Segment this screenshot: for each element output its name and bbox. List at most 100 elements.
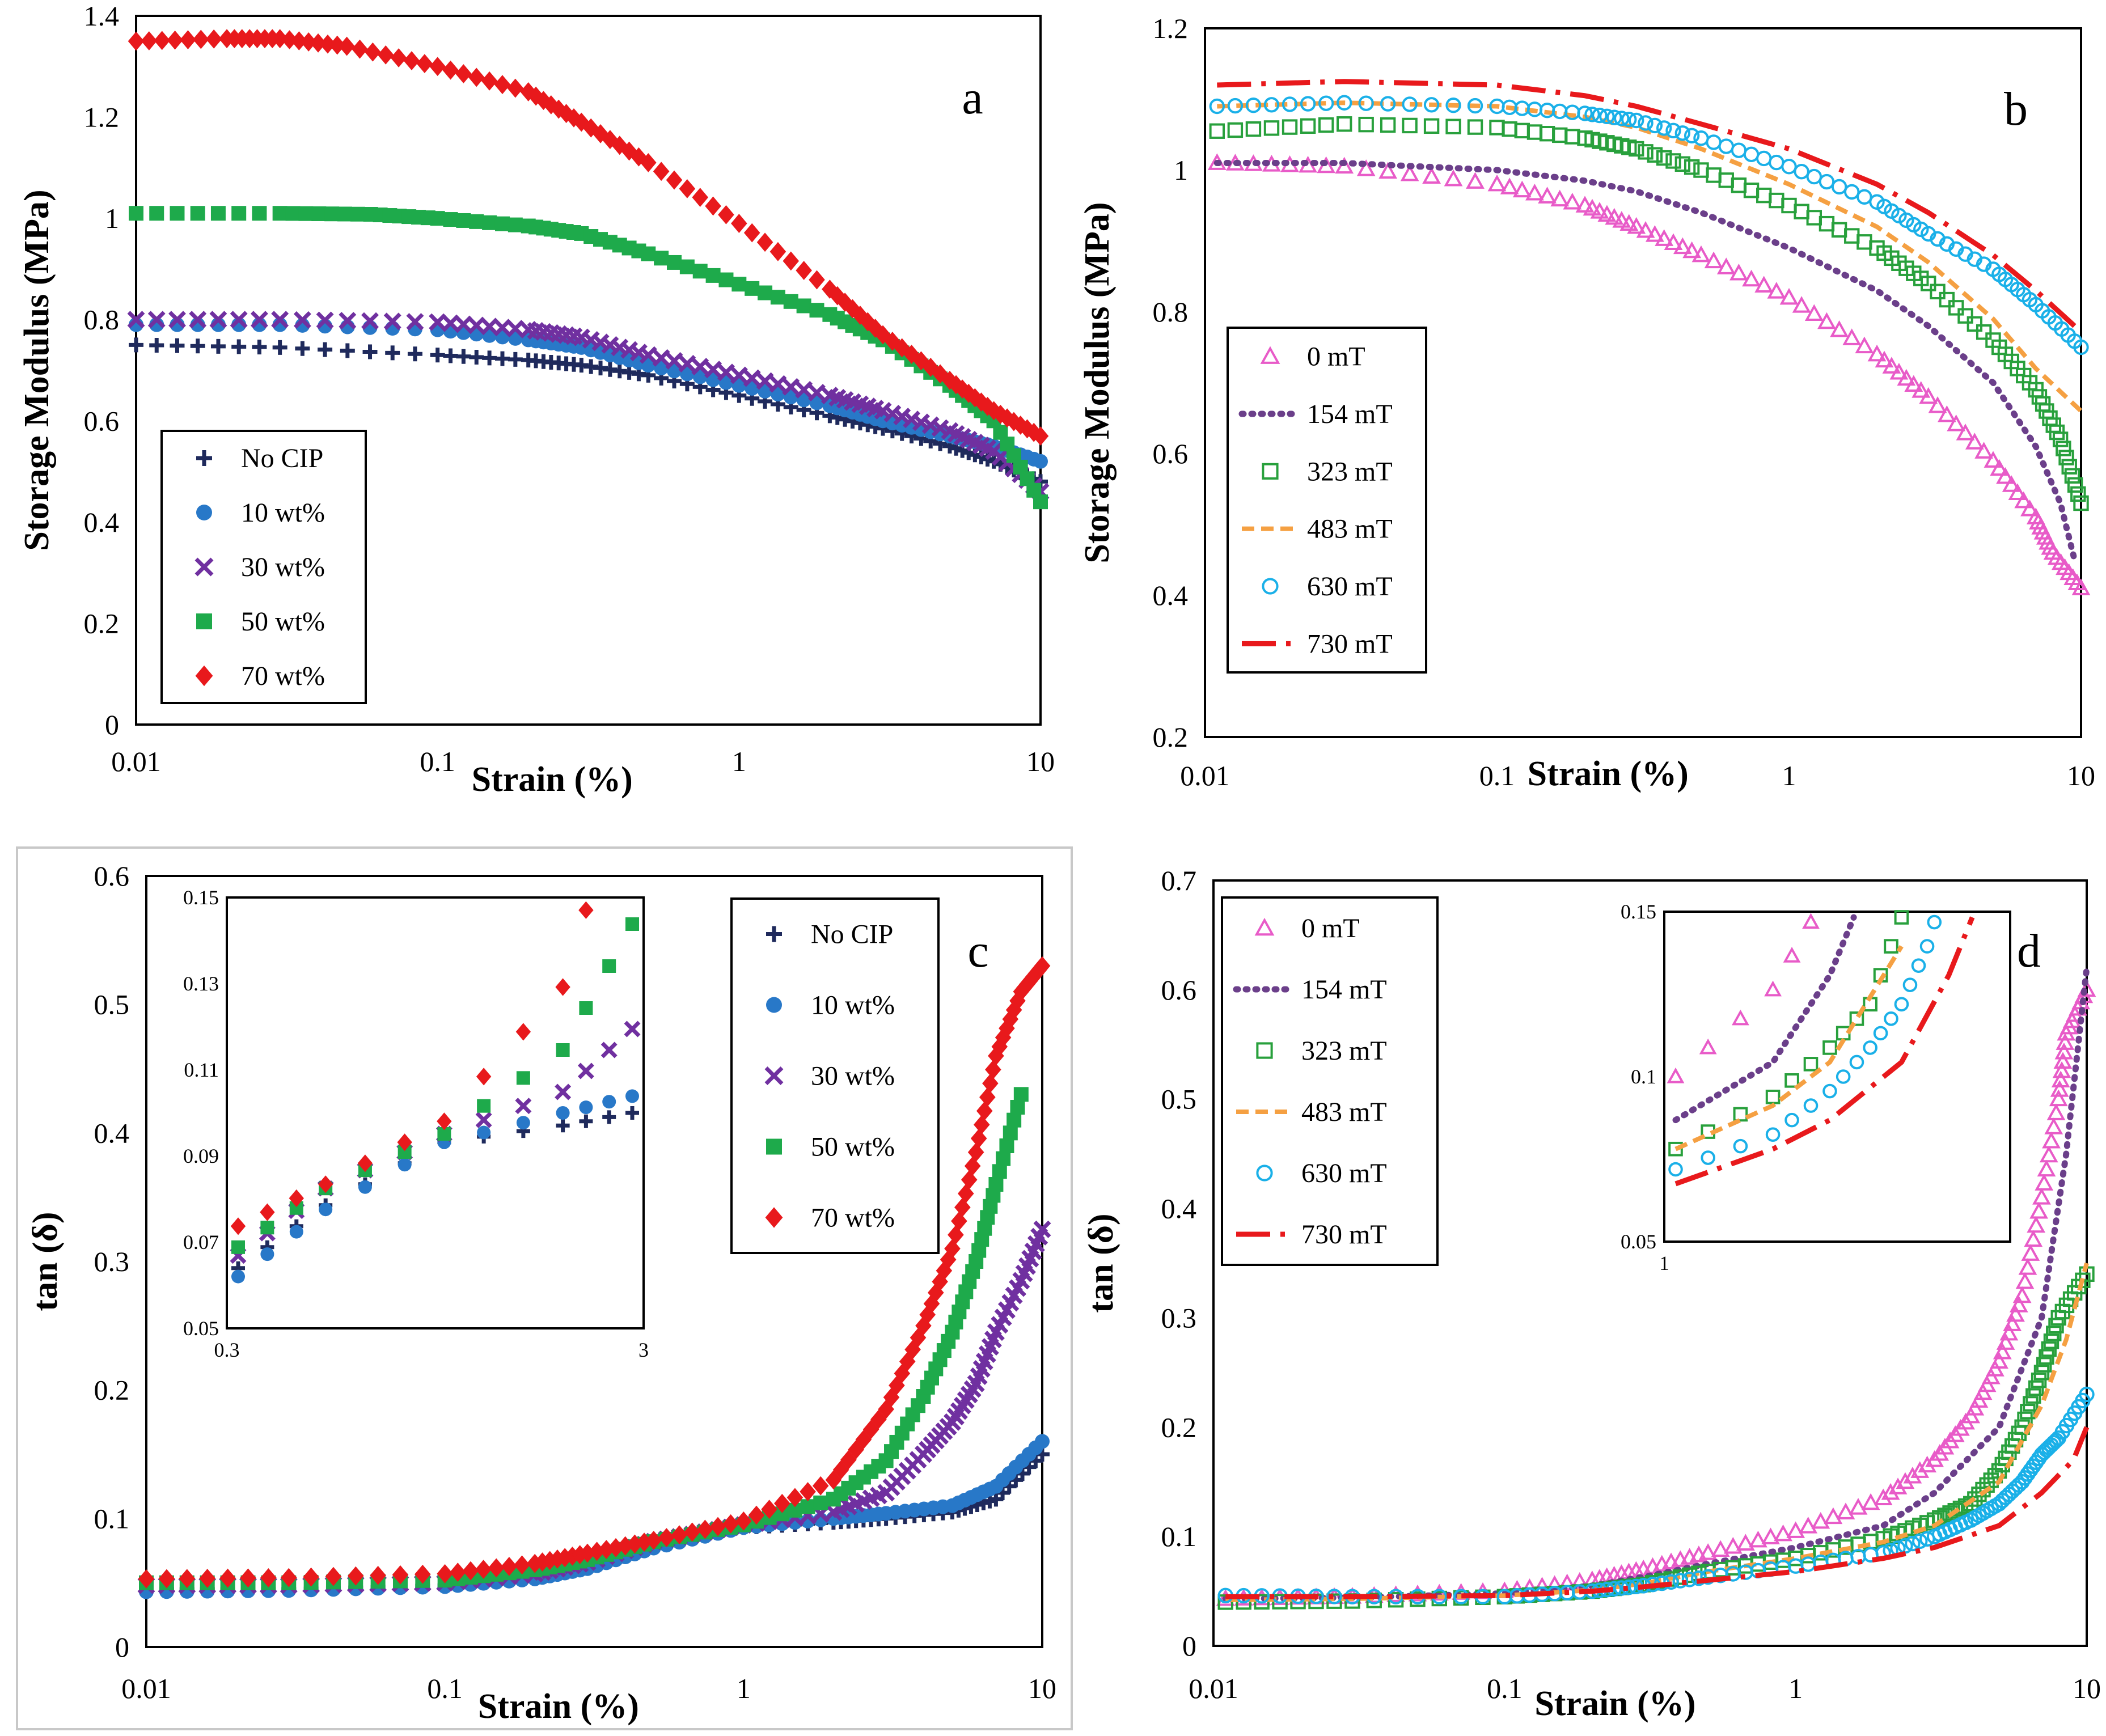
- data-point: [800, 1482, 816, 1501]
- data-point: [1227, 122, 1244, 138]
- data-point: [319, 34, 336, 54]
- data-point: [260, 1247, 274, 1261]
- data-point: [2033, 1365, 2050, 1381]
- data-point: [1402, 96, 1418, 112]
- data-point: [508, 352, 523, 367]
- data-point: [1733, 1138, 1748, 1154]
- data-point: [1034, 956, 1051, 976]
- data-point: [2018, 1258, 2037, 1275]
- data-point: [1592, 107, 1608, 124]
- legend: 0 mT 154 mT 323 mT 483 mT 630 mT 730 mT: [1221, 896, 1439, 1266]
- series-group: [137, 956, 1051, 1599]
- data-point: [1822, 1083, 1837, 1099]
- data-point: [1894, 997, 1909, 1012]
- data-point: [985, 1060, 1001, 1079]
- data-point: [1974, 442, 1994, 459]
- data-point: [141, 31, 158, 50]
- data-point: [1263, 97, 1280, 113]
- data-point: [556, 1106, 570, 1120]
- data-point: [1698, 1543, 1718, 1560]
- data-point: [1300, 96, 1316, 112]
- data-point: [1764, 980, 1782, 997]
- data-point: [1656, 120, 1672, 136]
- legend-box: [730, 897, 940, 1254]
- data-point: [1656, 150, 1672, 166]
- data-point: [311, 206, 327, 221]
- y-tick-label: 0.6: [1161, 974, 1197, 1006]
- series-line: [1217, 100, 2083, 413]
- data-point: [555, 1083, 572, 1100]
- data-point: [285, 206, 301, 221]
- data-point: [1667, 1067, 1685, 1083]
- data-point: [2056, 1033, 2075, 1050]
- panel-letter: d: [2017, 925, 2041, 977]
- data-point: [260, 1221, 274, 1235]
- data-point: [809, 270, 825, 290]
- data-point: [641, 246, 656, 261]
- data-point: [300, 32, 317, 52]
- series-line: [1672, 914, 1857, 1124]
- data-point: [295, 341, 310, 356]
- data-point: [1256, 1165, 1273, 1182]
- data-point: [783, 251, 800, 271]
- x-tick-label: 10: [1026, 746, 1055, 777]
- data-point: [476, 1068, 492, 1086]
- data-point: [325, 1566, 342, 1586]
- data-point: [592, 124, 609, 143]
- data-point: [514, 1555, 530, 1575]
- legend-label: 70 wt%: [241, 661, 325, 691]
- y-tick-label: 0.1: [1161, 1521, 1197, 1552]
- x-tick-label: 0.01: [111, 746, 161, 777]
- data-point: [430, 348, 445, 363]
- data-point: [2014, 491, 2033, 509]
- data-point: [1691, 245, 1711, 262]
- legend-label: 30 wt%: [811, 1061, 895, 1091]
- data-point: [2008, 483, 2027, 501]
- inset-x-tick-label: 0.3: [214, 1339, 240, 1361]
- data-point: [999, 1138, 1014, 1153]
- data-point: [475, 1111, 492, 1128]
- data-point: [189, 311, 207, 329]
- legend-label: No CIP: [241, 443, 323, 473]
- data-point: [442, 60, 459, 80]
- data-point: [1811, 1511, 1830, 1529]
- data-point: [1742, 269, 1761, 287]
- data-point: [1629, 141, 1644, 157]
- data-point: [127, 311, 145, 329]
- inset-y-tick-label: 0.15: [183, 886, 219, 909]
- data-point: [507, 78, 524, 98]
- data-point: [1971, 1487, 1987, 1502]
- data-point: [403, 51, 420, 70]
- data-point: [281, 30, 298, 49]
- data-point: [2028, 1380, 2044, 1396]
- data-point: [1699, 1038, 1717, 1055]
- data-point: [808, 384, 826, 402]
- data-point: [1664, 233, 1683, 250]
- data-point: [2079, 1386, 2095, 1403]
- data-point: [1013, 1087, 1029, 1102]
- data-point: [795, 380, 813, 399]
- data-point: [1260, 346, 1280, 364]
- data-point: [383, 312, 401, 331]
- data-point: [1830, 320, 1849, 337]
- data-point: [1638, 144, 1653, 160]
- data-point: [1874, 1488, 1893, 1506]
- data-point: [210, 338, 226, 354]
- data-point: [1423, 97, 1440, 113]
- data-point: [362, 344, 378, 359]
- data-point: [951, 1211, 967, 1231]
- data-point: [579, 1114, 593, 1128]
- data-point: [1487, 174, 1507, 192]
- data-point: [252, 206, 267, 221]
- data-point: [190, 338, 205, 354]
- inset-chart: 0.05 0.1 0.15 1: [1621, 900, 2011, 1275]
- y-tick-label: 0: [1182, 1630, 1196, 1662]
- y-axis-label: Storage Modulus (MPa): [1078, 202, 1117, 563]
- data-point: [1912, 381, 1931, 398]
- data-point: [437, 1112, 452, 1130]
- data-point: [1300, 118, 1316, 134]
- data-point: [1889, 363, 1909, 380]
- data-point: [743, 369, 761, 387]
- data-point: [624, 1021, 641, 1038]
- data-point: [1774, 1524, 1792, 1542]
